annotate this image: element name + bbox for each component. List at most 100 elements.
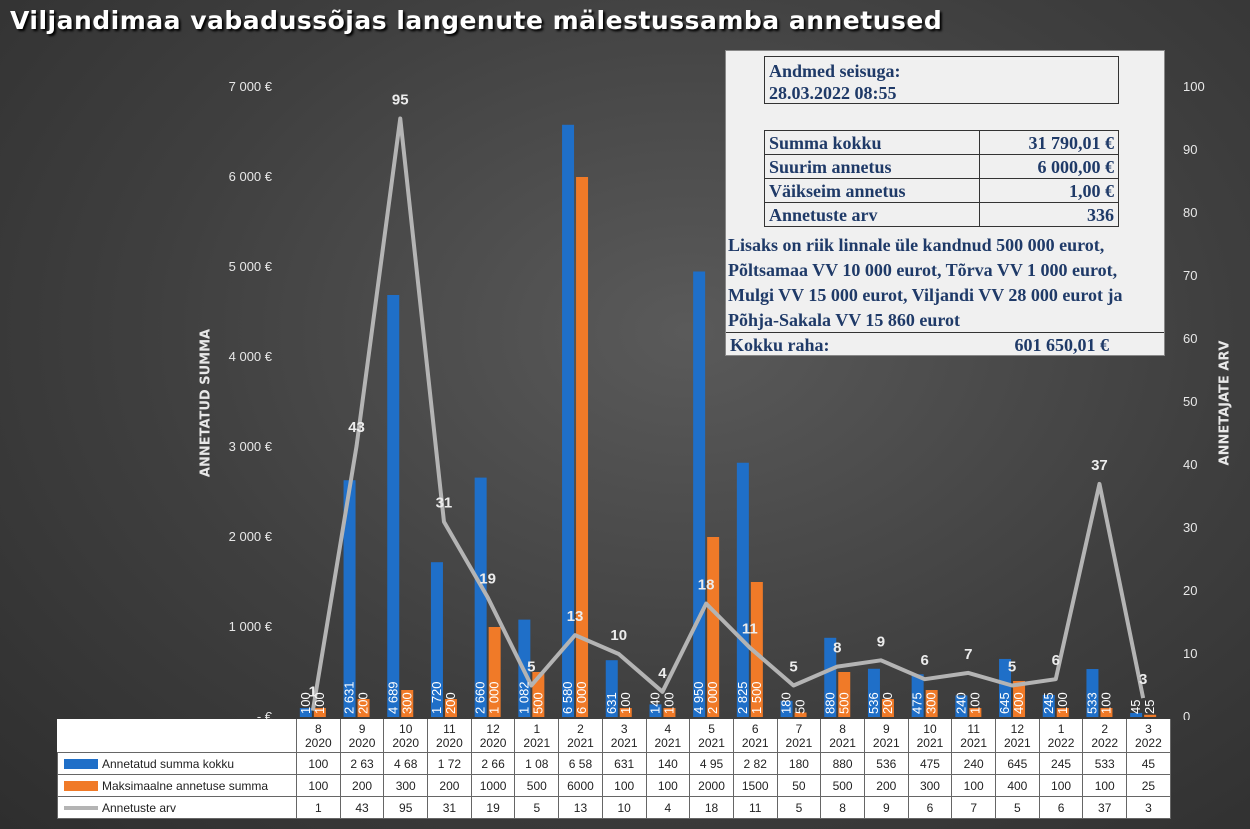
month-label: 10 <box>923 721 937 736</box>
line-label-count: 6 <box>920 652 928 669</box>
bar-label-total: 1 082 <box>516 681 531 714</box>
table-cell: 200 <box>427 774 472 797</box>
table-cell: 536 <box>863 752 909 775</box>
bar-max-donation <box>576 177 589 717</box>
bar-max-donation <box>750 582 763 717</box>
stat-value: 1,00 € <box>978 178 1120 203</box>
bar-label-max: 500 <box>530 692 545 714</box>
bar-label-max: 100 <box>312 692 327 714</box>
line-label-count: 37 <box>1091 457 1108 474</box>
month-label: 3 <box>1145 721 1152 736</box>
stat-value: 336 <box>978 202 1120 227</box>
year-label: 2022 <box>1091 735 1119 750</box>
bar-label-max: 400 <box>1011 692 1026 714</box>
line-donation-count <box>310 116 1146 712</box>
y-left-tick-label: 2 000 € <box>229 529 273 544</box>
year-label: 2020 <box>436 735 463 750</box>
year-label: 2020 <box>479 735 507 750</box>
table-cell: 2 66 <box>470 752 516 775</box>
table-cell: 8 <box>820 796 865 819</box>
year-label: 2021 <box>960 735 987 750</box>
bar-max-donation <box>881 699 894 717</box>
line-label-count: 3 <box>1139 671 1147 688</box>
line-label-count: 6 <box>1052 652 1060 669</box>
bar-label-max: 100 <box>1055 692 1070 714</box>
month-label: 9 <box>882 721 890 736</box>
month-label: 2 <box>1101 721 1109 736</box>
stat-label: Suurim annetus <box>764 154 980 179</box>
bar-total-donations <box>343 480 356 717</box>
category-label: 10 2021 <box>907 719 953 753</box>
bar-label-max: 1 500 <box>749 681 764 714</box>
info-box: Andmed seisuga: 28.03.2022 08:55 Summa k… <box>725 50 1165 356</box>
line-label-count: 5 <box>1008 659 1016 676</box>
legend-entry-total: Annetatud summa kokku <box>57 752 297 775</box>
table-cell: 10 <box>601 796 647 819</box>
bar-total-donations <box>1086 669 1099 717</box>
line-label-count: 18 <box>698 577 715 594</box>
table-cell: 50 <box>776 774 822 797</box>
bar-label-max: 500 <box>836 692 851 714</box>
bar-label-total: 6 580 <box>560 681 575 714</box>
table-cell: 13 <box>558 796 603 819</box>
bar-label-total: 2 631 <box>342 681 357 714</box>
table-cell: 43 <box>339 796 385 819</box>
year-label: 2021 <box>610 735 638 750</box>
bar-total-donations <box>824 637 837 717</box>
bar-total-donations <box>430 562 443 717</box>
category-label: 1 2021 <box>514 719 560 753</box>
line-label-count: 5 <box>527 659 535 676</box>
table-row: Maksimaalne annetuse summa 100 200 300 200 1… <box>57 774 1171 797</box>
table-cell: 5 <box>995 796 1040 819</box>
year-label: 2020 <box>304 735 332 750</box>
month-label: 8 <box>839 721 846 736</box>
month-label: 5 <box>708 721 715 736</box>
combo-chart: - € 1 000 € 2 000 € 3 000 € 4 000 € 5 000 € 6 … <box>229 79 1205 720</box>
category-label: 11 2021 <box>951 719 996 753</box>
bar-total-donations <box>474 477 487 717</box>
table-corner <box>58 719 297 753</box>
month-label: 6 <box>751 721 759 736</box>
year-label: 2020 <box>392 735 420 750</box>
line-label-count: 95 <box>392 92 409 109</box>
y-right-tick-label: 40 <box>1183 457 1197 472</box>
table-cell: 300 <box>383 774 429 797</box>
month-label: 2 <box>577 721 584 736</box>
category-label: 5 2021 <box>689 719 734 753</box>
line-label-count: 10 <box>610 627 627 644</box>
bar-total-donations <box>693 271 706 717</box>
bar-label-total: 880 <box>822 692 837 714</box>
year-label: 2021 <box>829 735 856 750</box>
note-line: Lisaks on riik linnale üle kandnud 500 0… <box>728 235 1105 255</box>
category-label: 11 2020 <box>427 719 472 753</box>
table-cell: 300 <box>907 774 953 797</box>
table-cell: 6 <box>1038 796 1084 819</box>
grand-total-value: 601 650,01 € <box>1014 335 1110 355</box>
bar-max-donation <box>663 708 676 717</box>
category-label: 12 2021 <box>995 719 1040 753</box>
bar-label-total: 180 <box>779 692 794 714</box>
bar-label-total: 2 825 <box>735 681 750 714</box>
category-label: 12 2020 <box>470 719 516 753</box>
y-left-tick-label: 1 000 € <box>229 619 273 634</box>
bar-max-donation <box>444 699 457 717</box>
y-right-tick-label: 30 <box>1183 520 1197 535</box>
line-label-count: 31 <box>436 495 453 512</box>
table-cell: 1 <box>296 796 341 819</box>
bar-label-max: 100 <box>1098 692 1113 714</box>
category-label: 10 2020 <box>383 719 429 753</box>
as-of-label: Andmed seisuga: <box>769 61 901 81</box>
table-cell: 200 <box>339 774 385 797</box>
y-left-tick-label: 3 000 € <box>229 439 273 454</box>
line-label-count: 7 <box>964 646 972 663</box>
table-cell: 1 08 <box>514 752 560 775</box>
bar-label-max: 100 <box>661 692 676 714</box>
year-label: 2021 <box>567 735 594 750</box>
category-row: 8 2020 9 2020 10 2020 11 2020 12 2020 1 2021 2 2021 3 2… <box>58 719 1171 753</box>
table-cell: 100 <box>1038 774 1084 797</box>
bar-label-total: 533 <box>1084 692 1099 714</box>
year-label: 2020 <box>348 735 376 750</box>
bar-total-donations <box>649 704 662 717</box>
bar-total-donations <box>736 462 749 717</box>
table-cell: 11 <box>732 796 778 819</box>
